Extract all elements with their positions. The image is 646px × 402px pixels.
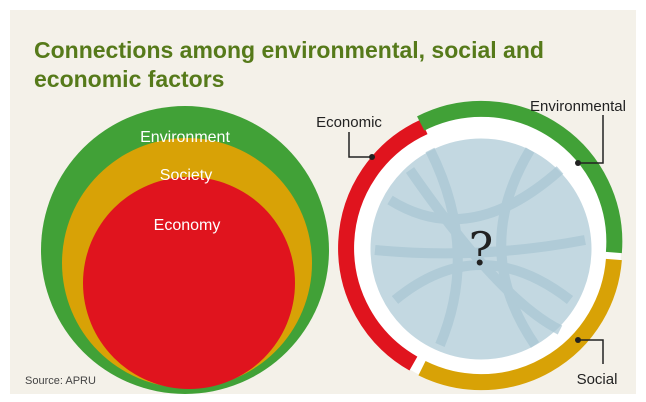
- ring-diagram: ? Economic Environmental Social: [316, 98, 626, 391]
- connection-chords: [374, 147, 586, 348]
- social-leader: [578, 339, 604, 364]
- social-segment: [418, 258, 622, 391]
- economy-circle: [83, 177, 295, 389]
- society-label: Society: [160, 167, 212, 184]
- social-label: Social: [577, 371, 618, 388]
- environmental-segment: [417, 100, 623, 254]
- social-leader-dot: [575, 337, 581, 343]
- economic-leader: [348, 132, 372, 158]
- title-line-2: economic factors: [34, 66, 225, 92]
- environment-label: Environment: [140, 129, 230, 146]
- economic-leader-dot: [369, 154, 375, 160]
- title-line-1: Connections among environmental, social …: [34, 37, 544, 63]
- nested-circles: Environment Society Economy: [41, 106, 329, 394]
- environmental-leader: [578, 115, 604, 164]
- source-note: Source: APRU: [25, 375, 96, 387]
- environmental-leader-dot: [575, 160, 581, 166]
- environmental-label: Environmental: [530, 98, 626, 115]
- chart-title: Connections among environmental, social …: [34, 36, 594, 94]
- economic-segment: [338, 119, 428, 371]
- economy-label: Economy: [154, 217, 221, 234]
- question-mark: ?: [469, 222, 494, 276]
- economic-label: Economic: [316, 114, 382, 131]
